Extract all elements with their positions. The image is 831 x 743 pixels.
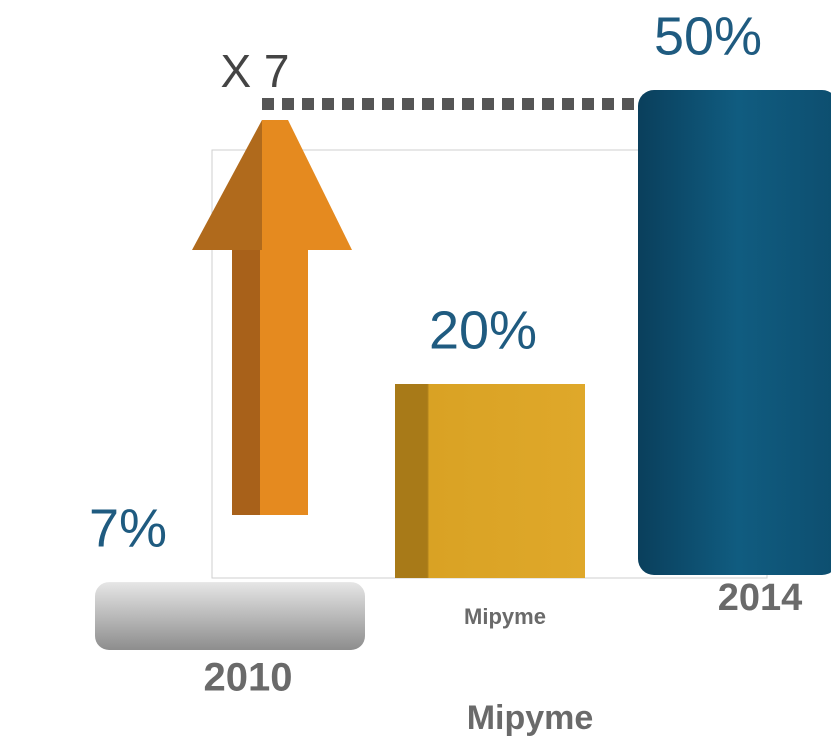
- bar: [638, 90, 831, 575]
- annotation: X 7: [220, 45, 289, 97]
- bar: [95, 582, 365, 650]
- value-label: 20%: [429, 300, 537, 360]
- value-label: 7%: [89, 498, 167, 558]
- value-label: 50%: [654, 6, 762, 66]
- category-label: 2010: [204, 656, 293, 700]
- category-label: Mipyme: [464, 604, 546, 629]
- bar: [395, 384, 585, 578]
- category-label: 2014: [718, 577, 803, 619]
- x-axis-label: Mipyme: [467, 699, 594, 737]
- arrow: [192, 120, 352, 515]
